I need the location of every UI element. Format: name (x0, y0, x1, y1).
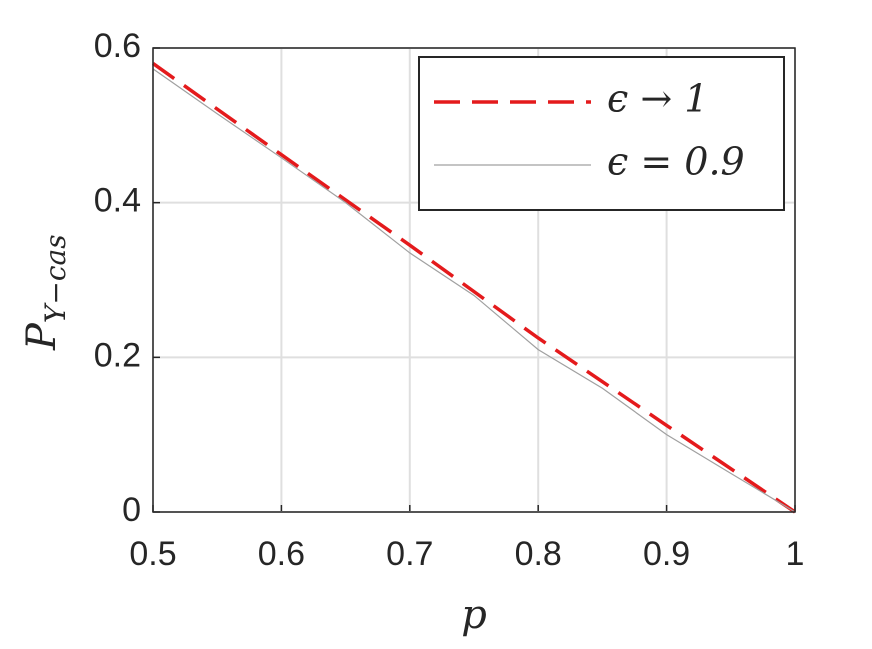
y-axis-label-main: P (19, 322, 65, 351)
legend-label: ϵ = 0.9 (607, 140, 745, 184)
y-axis-label-sub: Y−cas (39, 234, 72, 323)
x-tick-label: 0.5 (129, 535, 176, 573)
x-tick-label: 0.7 (386, 535, 433, 573)
y-tick-label: 0.6 (94, 27, 141, 65)
x-tick-label: 0.6 (258, 535, 305, 573)
y-axis-label: PY−cas (19, 234, 72, 351)
x-tick-label: 1 (786, 535, 805, 573)
x-tick-label: 0.8 (515, 535, 562, 573)
legend-box (418, 56, 785, 211)
x-tick-label: 0.9 (643, 535, 690, 573)
legend-label: ϵ → 1 (607, 77, 708, 121)
line-series (151, 62, 796, 514)
axes-box (152, 47, 796, 513)
x-axis-label: p (461, 592, 487, 638)
y-tick-label: 0.4 (94, 182, 141, 220)
line-series (152, 68, 796, 513)
y-tick-label: 0.2 (94, 336, 141, 374)
y-tick-label: 0 (122, 491, 141, 529)
